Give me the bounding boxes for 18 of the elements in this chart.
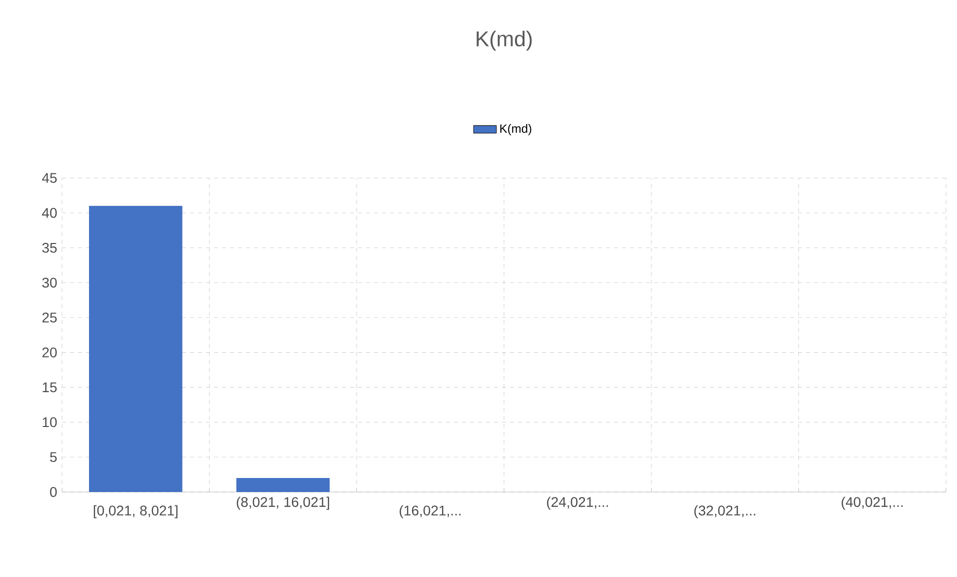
y-tick-label: 15: [42, 382, 57, 392]
y-tick-label: 40: [42, 208, 57, 218]
x-tick-label: (16,021,...: [400, 505, 461, 518]
chart-title: K(md): [476, 30, 532, 51]
x-tick-label: (32,021,...: [694, 505, 756, 518]
legend-label: K(md): [500, 124, 532, 136]
y-tick-label: 45: [42, 173, 57, 183]
x-tick-label: (24,021,...: [547, 496, 608, 510]
y-tick-label: 30: [42, 278, 57, 288]
x-tick-label: [0,021, 8,021]: [94, 505, 178, 518]
y-tick-label: 25: [42, 312, 57, 323]
x-tick-label: (8,021, 16,021]: [236, 496, 330, 510]
y-tick-label: 35: [42, 242, 57, 253]
y-tick-label: 5: [50, 452, 57, 462]
y-tick-label: 10: [42, 417, 57, 428]
y-tick-label: 0: [50, 487, 57, 497]
x-tick-label: (40,021,...: [842, 496, 903, 510]
y-tick-label: 20: [42, 347, 57, 358]
